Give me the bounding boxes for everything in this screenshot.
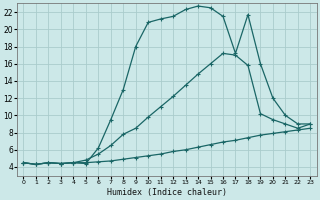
X-axis label: Humidex (Indice chaleur): Humidex (Indice chaleur) bbox=[107, 188, 227, 197]
